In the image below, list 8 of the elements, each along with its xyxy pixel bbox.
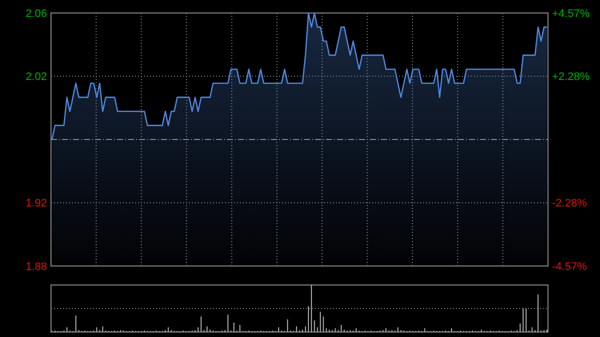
y-tick-label: 1.92 bbox=[26, 198, 47, 210]
y2-tick-label: -4.57% bbox=[552, 260, 588, 273]
y2-tick-label: +4.57% bbox=[552, 8, 590, 20]
y-tick-label: 1.88 bbox=[26, 260, 47, 273]
y-tick-label: 2.06 bbox=[26, 8, 47, 20]
y2-tick-label: -2.28% bbox=[552, 197, 588, 210]
y-tick-label: 2.02 bbox=[26, 71, 47, 84]
y2-tick-label: +2.28% bbox=[552, 71, 590, 84]
